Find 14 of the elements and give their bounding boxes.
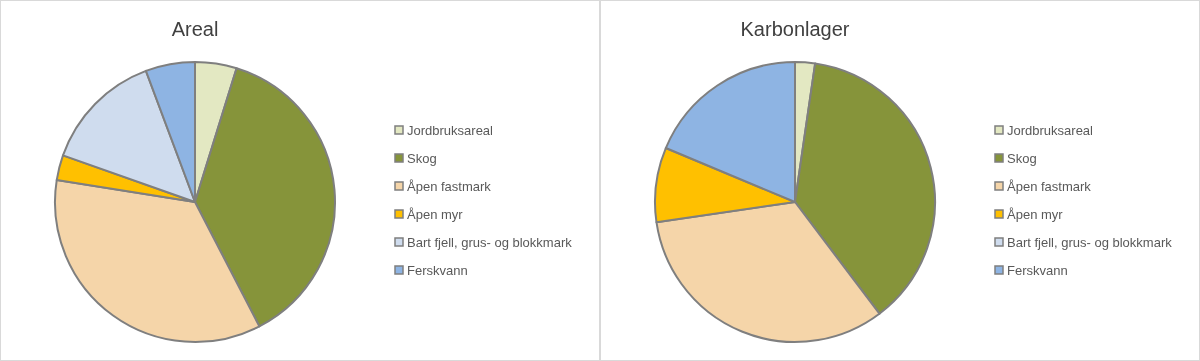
- legend-label: Bart fjell, grus- og blokkmark: [407, 235, 573, 250]
- chart-title: Karbonlager: [740, 18, 850, 40]
- legend-label: Ferskvann: [1007, 263, 1068, 278]
- chart-title: Areal: [171, 18, 219, 40]
- legend-label: Ferskvann: [407, 263, 468, 278]
- legend-label: Skog: [407, 151, 437, 166]
- legend-label: Åpen myr: [1007, 207, 1064, 222]
- legend-label: Åpen fastmark: [407, 179, 492, 194]
- legend-label: Åpen myr: [407, 207, 464, 222]
- legend-label: Jordbruksareal: [1007, 123, 1094, 138]
- legend-label: Åpen fastmark: [1007, 179, 1092, 194]
- legend-label: Bart fjell, grus- og blokkmark: [1007, 235, 1173, 250]
- legend-label: Skog: [1007, 151, 1037, 166]
- legend-label: Jordbruksareal: [407, 123, 494, 138]
